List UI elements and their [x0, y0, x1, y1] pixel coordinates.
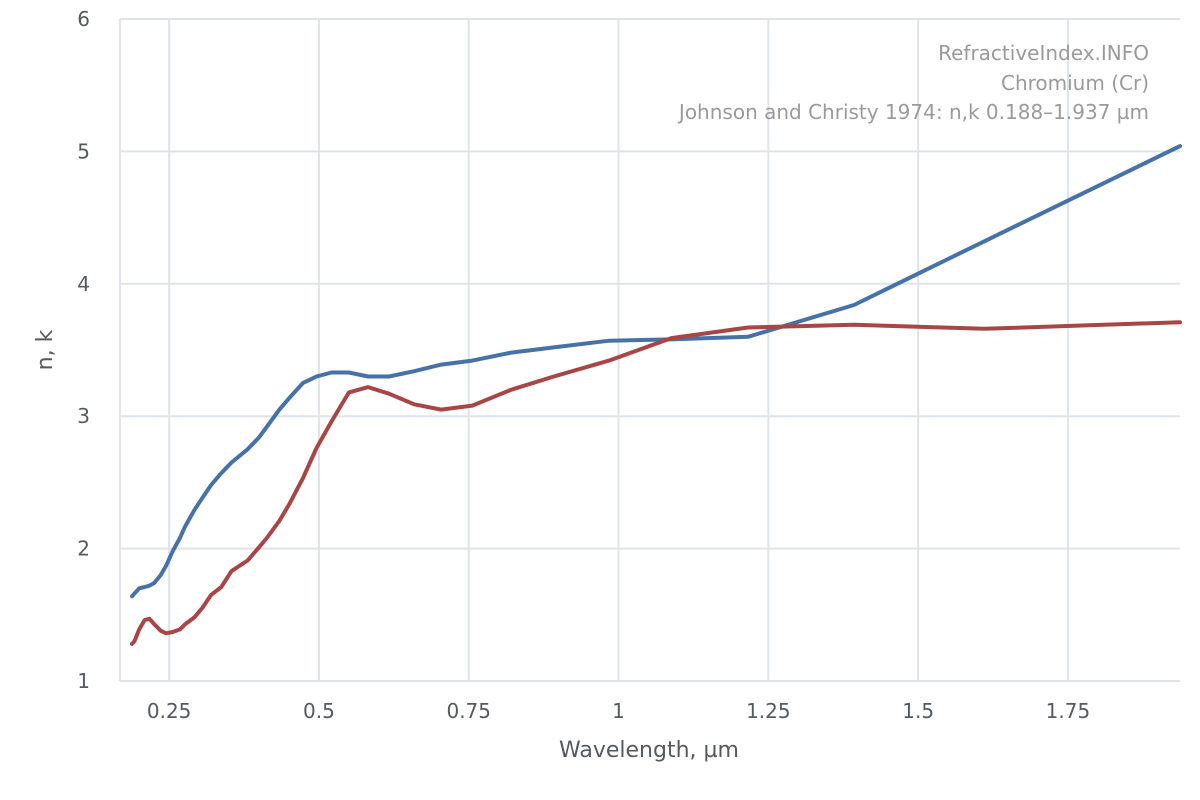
x-tick-label: 0.25	[147, 699, 192, 723]
annotation-source: RefractiveIndex.INFO	[938, 41, 1149, 65]
x-tick-label: 1.5	[902, 699, 934, 723]
y-tick-label: 2	[77, 537, 90, 561]
annotation-dataset: Johnson and Christy 1974: n,k 0.188–1.93…	[677, 100, 1149, 124]
x-axis-title: Wavelength, µm	[559, 738, 739, 763]
series-lines	[130, 144, 1182, 646]
y-tick-label: 6	[77, 7, 90, 31]
x-tick-label: 1.75	[1046, 699, 1091, 723]
x-tick-label: 1.25	[746, 699, 791, 723]
x-tick-label: 0.5	[303, 699, 335, 723]
y-axis-title: n, k	[33, 329, 58, 370]
x-tick-label: 1	[612, 699, 625, 723]
grid	[119, 18, 1180, 682]
series-line-k	[130, 320, 1182, 646]
y-tick-label: 3	[77, 404, 90, 428]
y-tick-label: 5	[77, 139, 90, 163]
annotation-material: Chromium (Cr)	[1001, 71, 1149, 95]
y-tick-label: 1	[77, 669, 90, 693]
x-tick-label: 0.75	[446, 699, 491, 723]
tick-labels: 1 2 3 4 5 6 0.25 0.5 0.75 1 1.25 1.5 1.75	[77, 7, 1090, 723]
annotations: RefractiveIndex.INFO Chromium (Cr) Johns…	[677, 41, 1149, 124]
series-line-n	[130, 144, 1182, 599]
y-tick-label: 4	[77, 272, 90, 296]
